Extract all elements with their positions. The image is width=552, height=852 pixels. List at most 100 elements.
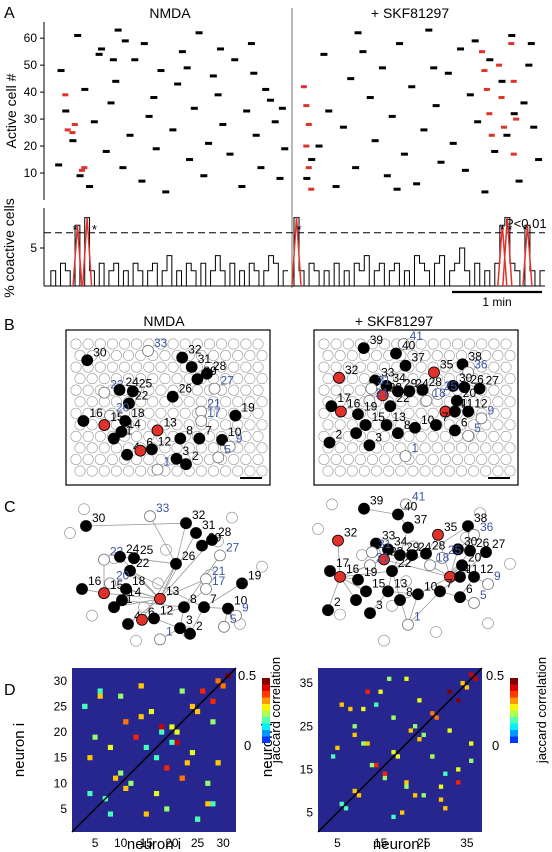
- inactive-cell: [94, 430, 106, 442]
- network-node: [191, 373, 204, 386]
- network-node: [363, 394, 376, 407]
- inactive-cell: [379, 361, 391, 373]
- heat-cell: [374, 702, 379, 707]
- colorbar-step: [262, 704, 270, 711]
- inactive-cell: [330, 361, 342, 373]
- node-number: 10: [234, 594, 248, 608]
- inactive-cell: [431, 350, 443, 362]
- active-event: [303, 176, 311, 180]
- heat-cell: [365, 689, 370, 694]
- inactive-cell: [318, 384, 330, 396]
- heat-cell: [87, 791, 93, 797]
- unconnected-cell: [356, 549, 368, 561]
- raster-axes: [43, 8, 293, 288]
- network-node: [409, 421, 421, 434]
- inactive-cell: [135, 419, 147, 431]
- node-number: 5: [474, 421, 481, 435]
- heat-cell: [421, 793, 426, 798]
- network-node: [397, 338, 410, 350]
- network-node: [81, 354, 94, 367]
- network-node: [208, 382, 221, 395]
- network-node: [80, 520, 92, 532]
- inactive-cell: [346, 350, 358, 362]
- inactive-cell: [330, 453, 342, 465]
- coactive-event: [64, 128, 71, 132]
- network-node: [144, 510, 156, 523]
- diagonal-right: [317, 667, 483, 833]
- network-node: [193, 432, 206, 445]
- network-node: [325, 400, 338, 413]
- heat-cell: [215, 678, 221, 684]
- colorbar-step: [262, 684, 270, 691]
- inactive-cell: [488, 338, 500, 350]
- raster-ytick-label: 60: [24, 31, 38, 45]
- coactive-event: [486, 112, 493, 116]
- node-number: 1: [412, 441, 419, 455]
- node-number: 27: [492, 537, 506, 551]
- inactive-cell: [123, 373, 135, 385]
- heat-cell: [352, 788, 357, 794]
- inactive-cell: [252, 384, 264, 396]
- colorbar-step: [510, 697, 518, 704]
- heat-ytick: 30: [54, 674, 68, 688]
- active-event: [200, 174, 208, 178]
- inactive-cell: [354, 361, 366, 373]
- node-number: 21: [212, 564, 226, 578]
- cbar-right-max: 0.5: [486, 668, 504, 683]
- inactive-cell: [232, 373, 244, 385]
- network-edge: [159, 563, 177, 599]
- cbar-right-label: jaccard correlation: [534, 657, 549, 764]
- network-node: [76, 583, 88, 595]
- active-event: [308, 158, 316, 162]
- colorbar-step: [262, 691, 270, 698]
- network-node: [365, 382, 378, 395]
- heat-cell: [179, 688, 185, 694]
- inactive-cell: [318, 361, 330, 373]
- network-node: [223, 440, 236, 453]
- network-node: [334, 570, 346, 583]
- heat-cell: [343, 806, 349, 811]
- node-number: 1: [414, 610, 421, 624]
- heat-xtick: 15: [374, 836, 388, 850]
- inactive-cell: [207, 396, 219, 408]
- node-number: 31: [378, 537, 392, 551]
- node-number: 34: [394, 534, 408, 548]
- inactive-cell: [155, 338, 167, 350]
- network-node: [394, 549, 406, 561]
- inactive-cell: [407, 465, 419, 477]
- coactive-event: [498, 96, 505, 100]
- inactive-cell: [195, 465, 207, 477]
- inactive-cell: [244, 442, 256, 454]
- coactive-event: [500, 125, 507, 129]
- network-node: [434, 585, 446, 598]
- inactive-cell: [171, 419, 183, 431]
- network-node: [200, 573, 212, 586]
- inactive-cell: [358, 373, 370, 385]
- node-number: 22: [136, 556, 150, 570]
- inactive-cell: [119, 338, 131, 350]
- network-node: [364, 607, 376, 619]
- active-event: [205, 141, 213, 145]
- node-number: 6: [466, 582, 473, 596]
- active-event: [525, 63, 533, 67]
- inactive-cell: [379, 453, 391, 465]
- inactive-cell: [395, 465, 407, 477]
- node-number: 31: [202, 518, 216, 532]
- coactivity-left-trace: [46, 217, 288, 287]
- inactive-cell: [367, 407, 379, 419]
- coactive-event: [479, 50, 485, 54]
- network-node: [378, 553, 390, 566]
- inactive-cell: [480, 373, 492, 385]
- active-event: [347, 77, 355, 81]
- inactive-cell: [488, 407, 500, 419]
- colorbar-step: [510, 710, 518, 717]
- inactive-cell: [330, 338, 342, 350]
- active-event: [250, 71, 258, 75]
- network-node: [391, 427, 404, 440]
- coactive-event: [483, 87, 490, 91]
- network-node: [391, 385, 404, 398]
- node-number: 9: [494, 569, 501, 583]
- heat-ytick: 10: [54, 776, 68, 790]
- node-number: 8: [190, 592, 197, 606]
- heat-cell: [174, 739, 180, 745]
